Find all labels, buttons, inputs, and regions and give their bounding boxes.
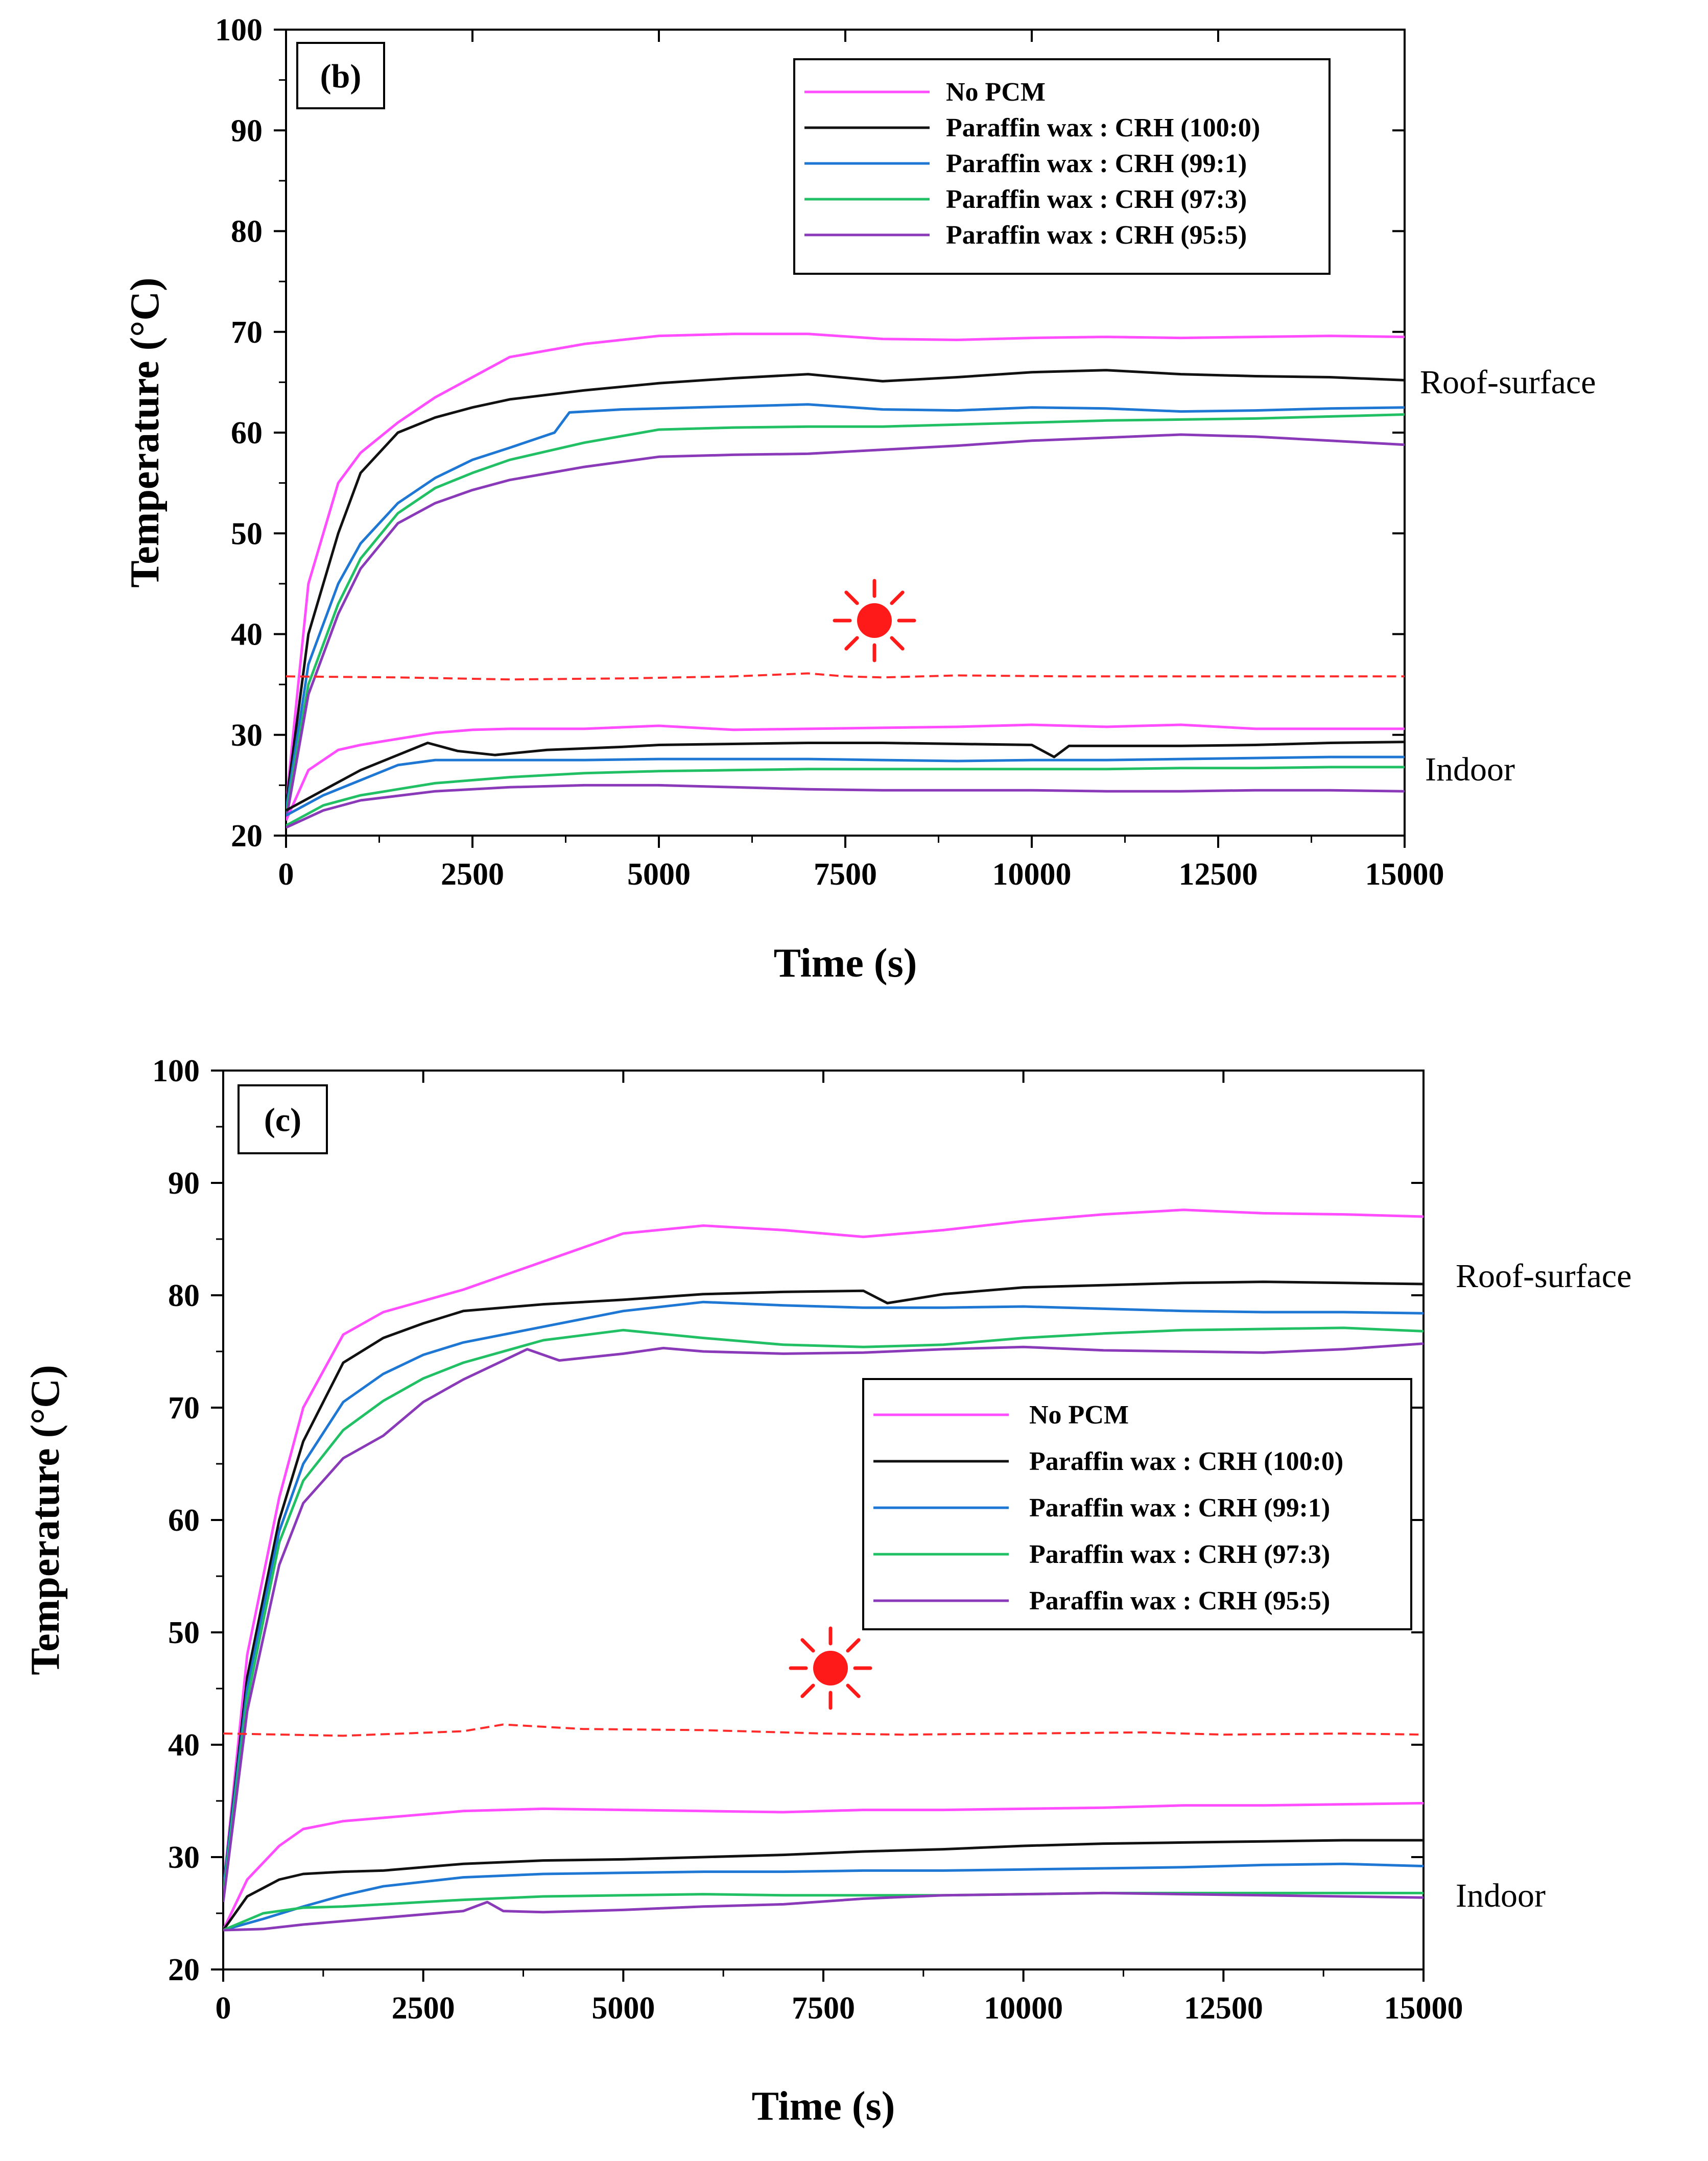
series-line-indoor-paraffin-wax-crh-100-0 [286,741,1405,812]
legend-box [793,58,1331,275]
series-layer [223,1208,1424,1932]
x-tick-label: 5000 [627,857,691,892]
x-tick-label: 5000 [591,1991,655,2026]
sun-icon-ray [890,636,905,651]
series-line-indoor-paraffin-wax-crh-100-0 [223,1839,1424,1931]
roof-surface-label: Roof-surface [1456,1257,1632,1295]
x-tick-label: 10000 [984,1991,1063,2026]
x-axis-title: Time (s) [752,2084,895,2129]
x-tick-label: 2500 [392,1991,455,2026]
x-tick-label: 12500 [1184,1991,1263,2026]
sun-icon-ray [844,636,859,651]
y-axis-title: Temperature (°C) [123,277,168,587]
y-tick-label: 60 [168,1503,200,1538]
sun-icon-ray [800,1683,815,1698]
series-line-roof-paraffin-wax-crh-100-0 [223,1280,1424,1891]
series-line-indoor-no-pcm [286,723,1405,821]
sun-icon-ray [800,1638,815,1653]
x-tick-label: 0 [216,1991,231,2026]
series-line-roof-paraffin-wax-crh-97-3 [223,1326,1424,1897]
legend-box [862,1378,1412,1630]
y-tick-label: 100 [215,13,263,48]
series-line-indoor-paraffin-wax-crh-99-1 [223,1862,1424,1932]
y-tick-label: 20 [168,1953,200,1987]
legend-entry: Paraffin wax : CRH (99:1) [946,149,1247,178]
series-layer [286,333,1405,829]
sun-icon-ray [844,590,859,605]
y-tick-label: 30 [168,1840,200,1875]
series-line-roof-no-pcm [286,333,1405,806]
sun-icon-ray [890,590,905,605]
panel-tag-box [238,1084,328,1154]
legend-entry: Paraffin wax : CRH (95:5) [946,221,1247,250]
y-tick-label: 60 [231,416,263,450]
y-tick-label: 70 [168,1391,200,1426]
series-line-ambient-solar-temperature [223,1723,1424,1737]
y-tick-label: 80 [168,1278,200,1313]
sun-icon [789,1626,872,1710]
sun-icon [833,579,916,662]
y-tick-label: 70 [231,315,263,350]
x-tick-label: 2500 [441,857,504,892]
y-tick-label: 50 [168,1616,200,1650]
series-line-roof-paraffin-wax-crh-99-1 [286,403,1405,811]
legend-entry: Paraffin wax : CRH (100:0) [946,113,1260,143]
series-line-roof-paraffin-wax-crh-100-0 [286,369,1405,806]
series-line-indoor-paraffin-wax-crh-97-3 [286,766,1405,827]
y-axis-title: Temperature (°C) [23,1365,68,1675]
sun-icon-ray [846,1638,861,1653]
panel-b: 0 2500 5000 7500 10000 12500 15000 20 30 40 50 60 70… [123,13,1596,986]
legend-entry: Paraffin wax : CRH (95:5) [1029,1586,1330,1616]
series-line-indoor-paraffin-wax-crh-95-5 [223,1891,1424,1932]
panel-tag-box [296,42,385,109]
series-line-roof-paraffin-wax-crh-99-1 [223,1300,1424,1891]
legend-entry: Paraffin wax : CRH (100:0) [1029,1447,1343,1476]
y-tick-label: 90 [231,113,263,148]
y-tick-label: 50 [231,516,263,551]
roof-surface-label: Roof-surface [1420,364,1596,401]
series-line-indoor-paraffin-wax-crh-95-5 [286,783,1405,829]
series-line-indoor-paraffin-wax-crh-99-1 [286,755,1405,817]
y-tick-label: 30 [231,718,263,753]
y-tick-label: 40 [168,1728,200,1763]
indoor-label: Indoor [1425,751,1515,788]
panel-c: 0 2500 5000 7500 10000 12500 15000 20 30 40 50 60 70… [23,1054,1632,2129]
y-tick-label: 100 [152,1054,200,1088]
x-tick-label: 15000 [1384,1991,1463,2026]
x-tick-label: 7500 [792,1991,855,2026]
y-tick-label: 40 [231,618,263,652]
x-tick-label: 0 [278,857,294,892]
legend-entry: Paraffin wax : CRH (99:1) [1029,1493,1330,1523]
x-tick-label: 7500 [814,857,877,892]
legend-entry: No PCM [1029,1400,1129,1430]
legend-entry: Paraffin wax : CRH (97:3) [1029,1540,1330,1569]
series-line-indoor-paraffin-wax-crh-97-3 [223,1891,1424,1932]
series-line-roof-paraffin-wax-crh-95-5 [223,1342,1424,1903]
series-line-roof-no-pcm [223,1208,1424,1891]
sun-icon-disc [857,603,892,638]
series-line-roof-paraffin-wax-crh-97-3 [286,413,1405,816]
legend-entry: Paraffin wax : CRH (97:3) [946,185,1247,214]
y-tick-label: 20 [231,819,263,853]
x-tick-label: 12500 [1179,857,1258,892]
indoor-label: Indoor [1456,1877,1546,1914]
x-tick-label: 10000 [992,857,1072,892]
legend-entry: No PCM [946,78,1046,107]
y-tick-label: 90 [168,1166,200,1201]
x-tick-label: 15000 [1365,857,1444,892]
x-axis-title: Time (s) [774,941,917,986]
panel-tag-label: (b) [320,58,362,95]
series-line-indoor-no-pcm [223,1801,1424,1931]
sun-icon-disc [813,1651,848,1685]
panel-tag-label: (c) [264,1102,301,1139]
series-line-roof-paraffin-wax-crh-95-5 [286,433,1405,821]
y-tick-label: 80 [231,215,263,249]
sun-icon-ray [846,1683,861,1698]
series-line-ambient-solar-temperature [286,672,1405,681]
